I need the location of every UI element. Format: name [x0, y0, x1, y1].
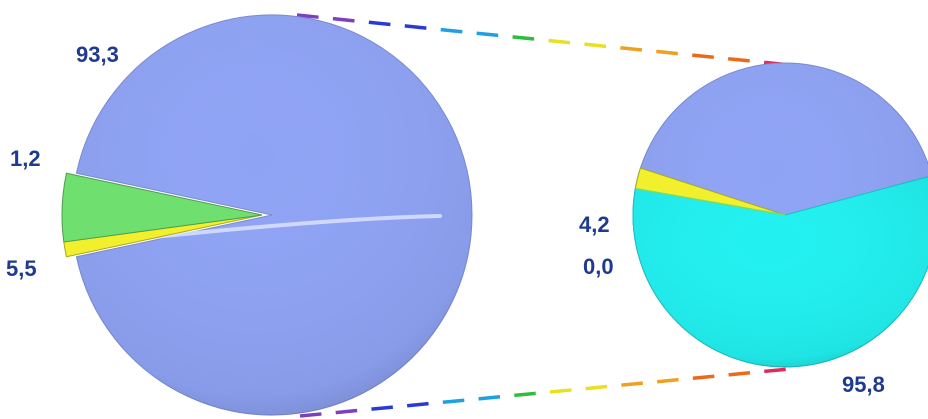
connector-dash	[656, 49, 679, 56]
detail-pie	[632, 62, 928, 368]
slice-5-5	[61, 172, 263, 243]
connector-dash	[514, 391, 536, 398]
connector-dash	[621, 381, 644, 387]
connector-dash	[476, 31, 499, 38]
slice-0-0	[635, 187, 786, 216]
slice-93-3-shade	[76, 14, 472, 415]
connector-dash	[371, 405, 394, 411]
connector-dash	[727, 56, 750, 63]
connector-dash	[478, 395, 501, 401]
connector-dash	[440, 27, 463, 34]
connector-dash	[548, 38, 571, 45]
label-1-2: 1,2	[10, 146, 41, 171]
connector-dash	[406, 401, 429, 408]
connector-dash	[335, 408, 358, 415]
main-pie	[61, 14, 473, 416]
connector-dash	[620, 46, 643, 52]
label-4-2: 4,2	[579, 212, 610, 237]
connector-dash	[728, 371, 751, 377]
connector-dash	[585, 384, 608, 391]
connector-dash	[656, 377, 679, 384]
label-95-8: 95,8	[842, 372, 885, 397]
connector-dash	[296, 13, 319, 19]
label-93-3: 93,3	[76, 42, 119, 67]
connector-dash	[299, 412, 322, 418]
slice-95-8-shade	[633, 176, 928, 367]
connector-dash	[512, 35, 535, 41]
connector-dash	[404, 24, 427, 30]
connector-line-bottom	[299, 367, 786, 418]
label-5-5: 5,5	[6, 256, 37, 281]
label-0-0: 0,0	[583, 254, 614, 279]
connector-dash	[332, 16, 355, 23]
connector-dash	[692, 374, 715, 381]
connector-dash	[442, 398, 465, 405]
connector-dash	[549, 388, 572, 394]
slice-4-2	[634, 167, 786, 216]
connector-dash	[368, 20, 391, 27]
connector-dash	[764, 367, 786, 374]
connector-dash	[584, 42, 607, 49]
connector-dash	[692, 53, 714, 59]
